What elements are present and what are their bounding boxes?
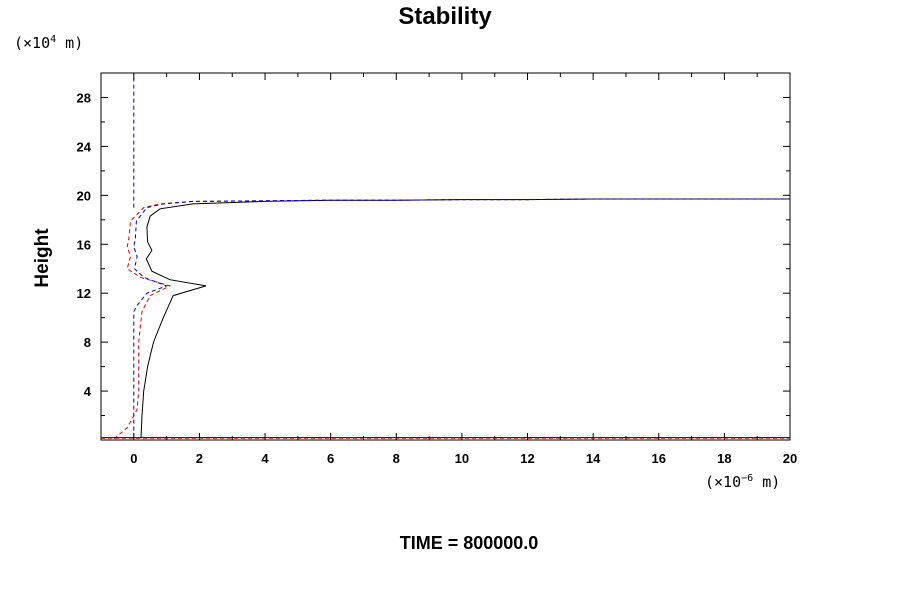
x-tick-label: 12	[520, 451, 534, 466]
time-footer: TIME = 800000.0	[400, 533, 539, 553]
x-axis-unit: (×10−6 m)	[705, 473, 780, 491]
x-tick-label: 20	[783, 451, 797, 466]
y-tick-label: 24	[77, 139, 92, 154]
x-tick-label: 16	[652, 451, 666, 466]
y-tick-label: 12	[77, 286, 91, 301]
x-tick-label: 8	[393, 451, 400, 466]
x-unit-exponent: −6	[741, 473, 753, 484]
y-tick-label: 28	[77, 90, 91, 105]
y-tick-label: 16	[77, 237, 91, 252]
y-axis-unit: (×104 m)	[14, 34, 83, 52]
x-tick-label: 2	[196, 451, 203, 466]
x-tick-label: 14	[586, 451, 601, 466]
y-unit-suffix: m)	[56, 34, 83, 52]
x-tick-label: 18	[717, 451, 731, 466]
series-line-3	[133, 198, 790, 438]
series-line-2	[113, 198, 790, 440]
x-unit-suffix: m)	[753, 473, 780, 491]
x-tick-label: 0	[130, 451, 137, 466]
y-tick-label: 20	[77, 188, 91, 203]
x-tick-label: 4	[261, 451, 269, 466]
x-tick-label: 10	[455, 451, 469, 466]
series-line-1	[140, 198, 790, 438]
y-unit-exponent: 4	[50, 34, 56, 45]
y-tick-label: 8	[84, 335, 91, 350]
y-axis-label: Height	[32, 228, 53, 288]
chart-title: Stability	[398, 3, 492, 30]
x-unit-prefix: (×10	[705, 473, 741, 491]
y-tick-label: 4	[84, 384, 92, 399]
plot-frame	[100, 72, 791, 441]
y-unit-prefix: (×10	[14, 34, 50, 52]
x-tick-label: 6	[327, 451, 334, 466]
